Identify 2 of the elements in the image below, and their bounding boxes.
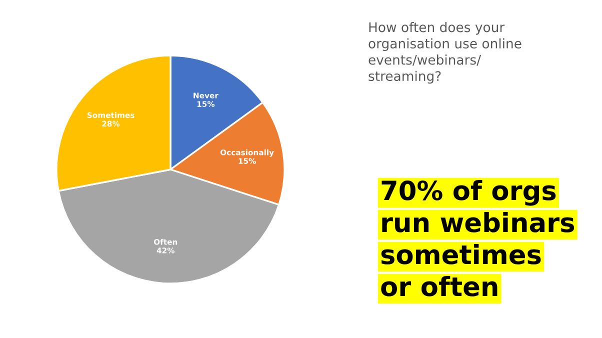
text: 70% of orgs run webinars sometimes or often <box>381 180 574 296</box>
text: How often does your organisation use online events/webinars/ streaming? <box>368 22 522 84</box>
